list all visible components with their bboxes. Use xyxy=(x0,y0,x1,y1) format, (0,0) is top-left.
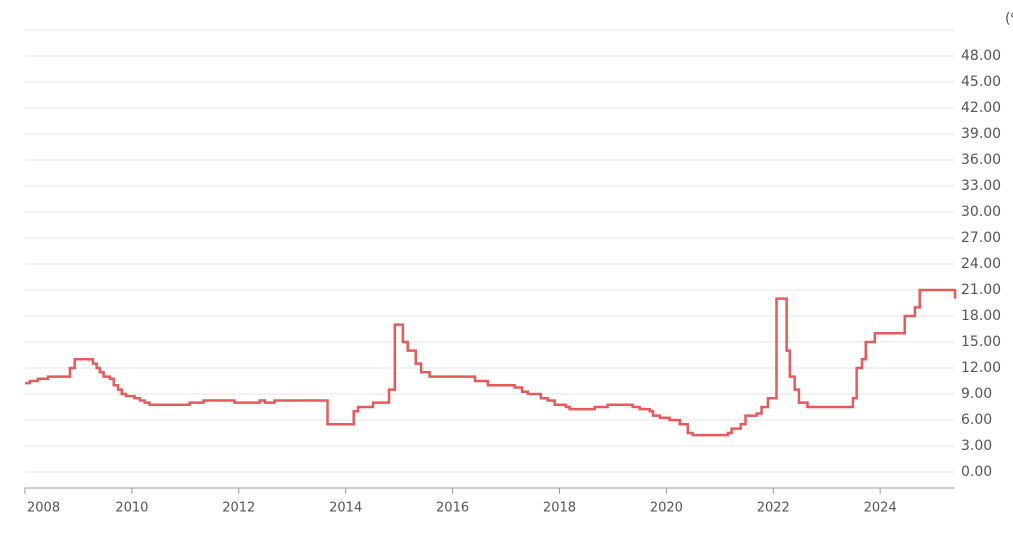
y-tick-label: 36.00 xyxy=(961,152,1001,168)
y-tick-label: 48.00 xyxy=(961,48,1001,64)
y-tick-label: 6.00 xyxy=(961,412,992,428)
y-tick-label: 24.00 xyxy=(961,256,1001,272)
x-tick-label: 2016 xyxy=(436,501,469,516)
y-tick-label: 15.00 xyxy=(961,334,1001,350)
y-tick-label: 9.00 xyxy=(961,386,992,402)
y-tick-label: 0.00 xyxy=(961,464,992,480)
y-tick-label: 39.00 xyxy=(961,126,1001,142)
x-tick-label: 2008 xyxy=(27,501,60,516)
x-tick-label: 2024 xyxy=(864,501,897,516)
y-tick-label: 42.00 xyxy=(961,100,1001,116)
y-tick-label: 27.00 xyxy=(961,230,1001,246)
rate-line xyxy=(25,288,957,437)
y-tick-label: 3.00 xyxy=(961,438,992,454)
unit-label: (%) xyxy=(1005,11,1013,27)
x-tick-label: 2022 xyxy=(757,501,790,516)
y-tick-label: 33.00 xyxy=(961,178,1001,194)
x-tick-label: 2012 xyxy=(222,501,255,516)
y-tick-label: 30.00 xyxy=(961,204,1001,220)
x-tick-label: 2010 xyxy=(115,501,148,516)
x-tick-label: 2018 xyxy=(543,501,576,516)
x-tick-label: 2020 xyxy=(650,501,683,516)
y-tick-label: 45.00 xyxy=(961,74,1001,90)
y-tick-label: 18.00 xyxy=(961,308,1001,324)
y-tick-label: 21.00 xyxy=(961,282,1001,298)
x-tick-label: 2014 xyxy=(329,501,362,516)
y-tick-label: 12.00 xyxy=(961,360,1001,376)
